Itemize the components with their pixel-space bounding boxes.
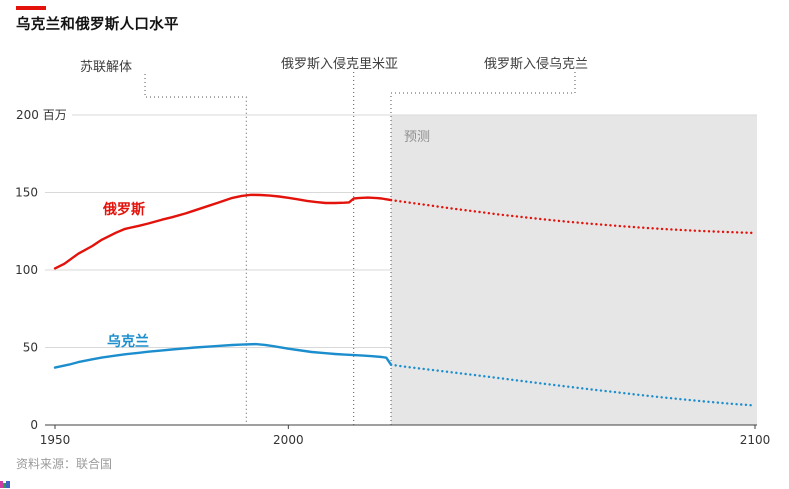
corner-pixel-artifact xyxy=(0,480,12,489)
artifact-pixel xyxy=(3,483,6,488)
annotation-ukraine-invasion: 俄罗斯入侵乌克兰 xyxy=(484,57,589,72)
annotation-soviet-dissolution: 苏联解体 xyxy=(80,60,133,75)
svg-text:50: 50 xyxy=(23,341,38,355)
svg-text:150: 150 xyxy=(15,186,38,200)
artifact-pixel xyxy=(0,481,3,488)
svg-text:2000: 2000 xyxy=(273,433,304,447)
accent-bar xyxy=(16,6,46,10)
annotation-crimea-invasion: 俄罗斯入侵克里米亚 xyxy=(281,57,399,72)
source-note: 资料来源：联合国 xyxy=(16,457,113,471)
svg-text:200 百万: 200 百万 xyxy=(16,108,67,122)
artifact-pixel xyxy=(6,481,10,488)
svg-text:2100: 2100 xyxy=(740,433,771,447)
russia-series-label: 俄罗斯 xyxy=(103,202,145,218)
svg-text:100: 100 xyxy=(15,263,38,277)
svg-text:0: 0 xyxy=(30,418,38,432)
chart-title: 乌克兰和俄罗斯人口水平 xyxy=(16,17,179,33)
ukraine-series-label: 乌克兰 xyxy=(107,334,149,350)
svg-text:1950: 1950 xyxy=(40,433,71,447)
forecast-label: 预测 xyxy=(404,130,431,145)
